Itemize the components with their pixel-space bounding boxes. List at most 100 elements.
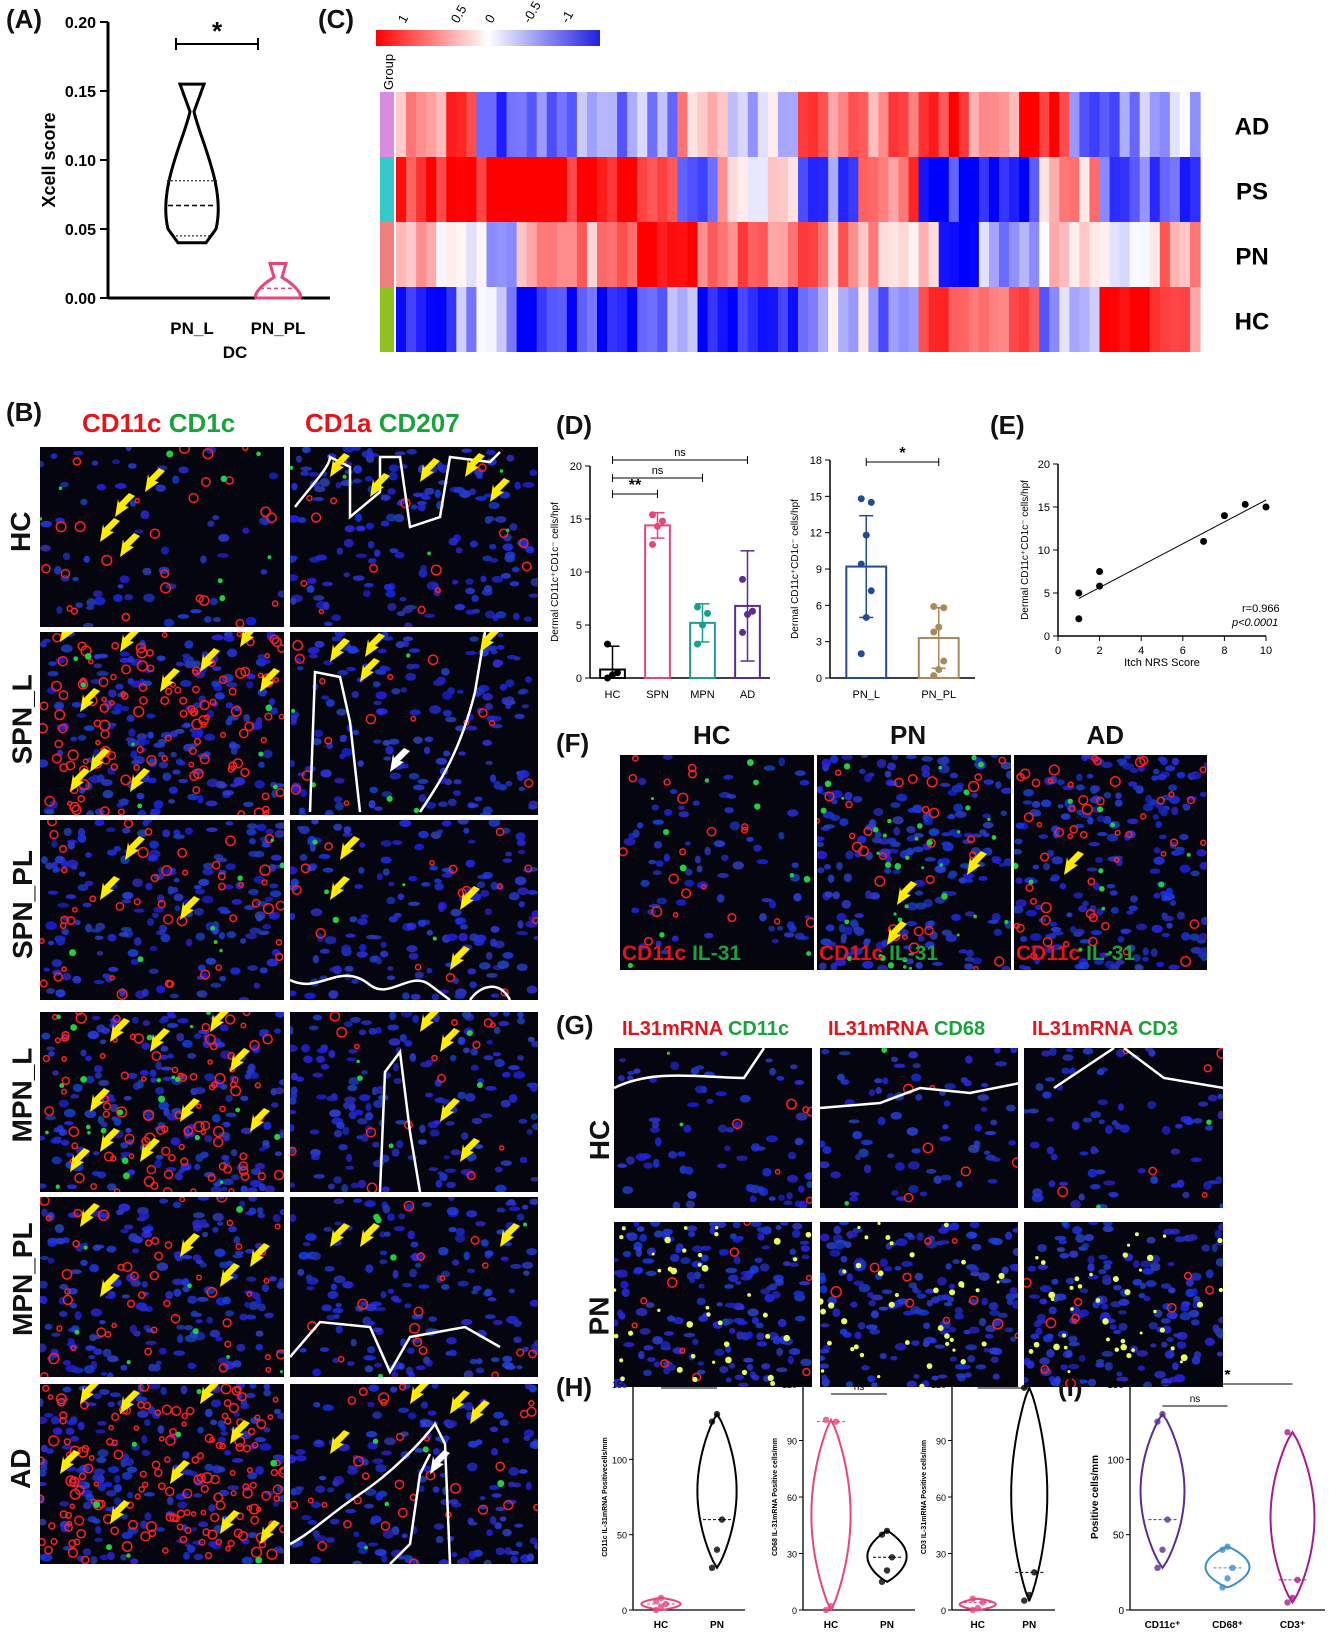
red-cell — [40, 1494, 45, 1503]
nucleus — [1179, 864, 1191, 873]
nucleus — [1118, 1298, 1130, 1306]
nucleus — [346, 645, 358, 654]
nucleus — [614, 1319, 619, 1327]
nucleus — [958, 949, 968, 954]
nucleus — [333, 1475, 344, 1485]
red-cell — [863, 826, 873, 837]
red-cell — [212, 1136, 224, 1148]
green-cell — [650, 796, 654, 801]
nucleus — [787, 1151, 797, 1160]
nucleus — [395, 1120, 407, 1125]
red-cell — [317, 1541, 328, 1551]
nucleus — [1078, 905, 1088, 913]
svgH2-point — [878, 1578, 886, 1585]
red-cell — [77, 641, 87, 651]
nucleus — [163, 618, 175, 627]
nucleus — [1164, 765, 1176, 772]
nucleus — [69, 1269, 82, 1275]
nucleus — [937, 1276, 947, 1286]
red-cell — [183, 1509, 191, 1517]
nucleus — [379, 950, 389, 958]
panel-f-label: (F) — [556, 728, 590, 758]
c-heat-cell — [687, 222, 699, 287]
nucleus — [93, 663, 103, 669]
nucleus — [311, 1501, 322, 1509]
nucleus — [799, 779, 810, 786]
nucleus — [113, 703, 123, 713]
nucleus — [893, 1063, 906, 1068]
red-cell — [71, 804, 82, 815]
red-cell — [190, 1188, 197, 1192]
c-heat-cell — [566, 222, 578, 287]
red-cell — [56, 1325, 63, 1332]
nucleus — [635, 1248, 642, 1258]
green-cell — [949, 1289, 956, 1296]
nucleus — [204, 616, 212, 623]
nucleus — [347, 1361, 355, 1367]
nucleus — [438, 903, 445, 913]
c-heat-cell — [536, 92, 548, 157]
nucleus — [344, 965, 354, 972]
nucleus — [925, 1288, 935, 1294]
c-heat-cell — [476, 92, 488, 157]
nucleus — [991, 1157, 1001, 1162]
svgD2-sig-label: * — [899, 445, 906, 462]
green-cell — [657, 1268, 662, 1273]
green-cell — [357, 1075, 363, 1081]
nucleus — [488, 820, 501, 827]
nucleus — [864, 938, 871, 944]
nucleus — [257, 1303, 266, 1312]
nucleus — [191, 730, 204, 739]
nucleus — [334, 1221, 342, 1226]
nucleus — [834, 959, 847, 967]
nucleus — [1089, 905, 1097, 913]
nucleus — [526, 985, 538, 994]
nucleus — [432, 1448, 440, 1455]
nucleus — [114, 483, 127, 490]
yellow-arrow — [100, 1273, 120, 1297]
red-cell — [221, 1412, 229, 1420]
nucleus — [374, 806, 383, 811]
svgI-xtick-label: CD3⁺ — [1280, 1620, 1305, 1631]
nucleus — [517, 920, 524, 929]
e-point — [1075, 615, 1083, 623]
nucleus — [529, 1198, 538, 1205]
green-cell — [841, 1318, 848, 1325]
red-cell — [72, 1239, 80, 1248]
nucleus — [381, 791, 393, 798]
red-cell — [1081, 803, 1094, 816]
green-cell — [803, 875, 811, 883]
nucleus — [1037, 1244, 1047, 1252]
a-violin-pn-pl — [254, 262, 302, 300]
nucleus — [144, 1512, 152, 1521]
nucleus — [415, 1262, 422, 1268]
red-cell — [416, 1252, 426, 1261]
green-cell — [843, 763, 851, 770]
red-cell — [380, 1521, 391, 1531]
red-cell — [162, 1186, 173, 1192]
nucleus — [160, 1045, 169, 1052]
nucleus — [653, 1158, 660, 1168]
nucleus — [500, 572, 511, 579]
c-heat-cell — [1019, 222, 1030, 287]
nucleus — [47, 1356, 55, 1361]
nucleus — [398, 1407, 410, 1413]
nucleus — [307, 646, 320, 655]
svgH3-ytick-label: 60 — [936, 1493, 946, 1503]
c-group-label: Group — [381, 54, 396, 90]
nucleus — [372, 1458, 384, 1464]
svgH1-point — [718, 1516, 726, 1523]
green-cell — [189, 1024, 194, 1029]
nucleus — [168, 786, 178, 794]
svgD1-point — [604, 640, 611, 648]
red-cell — [365, 713, 377, 725]
nucleus — [993, 1048, 1001, 1054]
c-heat-cell — [1109, 222, 1121, 287]
nucleus — [1169, 900, 1177, 906]
nucleus — [246, 823, 258, 829]
nucleus — [522, 481, 535, 488]
panel-b-col2-title: CD1a CD207 — [305, 408, 460, 439]
red-cell — [343, 800, 350, 807]
nucleus — [1106, 833, 1119, 842]
red-cell — [413, 1306, 424, 1317]
